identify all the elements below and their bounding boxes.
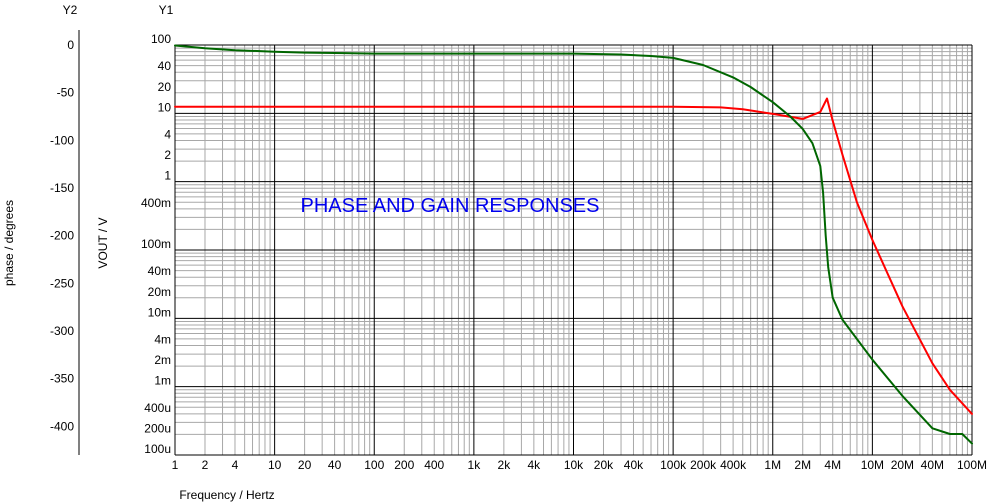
y1-tick-label: 4m bbox=[154, 333, 171, 347]
x-tick-label: 1k bbox=[468, 458, 482, 472]
y1-tick-label: 10 bbox=[158, 100, 172, 114]
x-tick-label: 100 bbox=[364, 458, 384, 472]
y1-tick-label: 100 bbox=[151, 32, 171, 46]
x-tick-label: 4 bbox=[232, 458, 239, 472]
y1-axis-title: VOUT / V bbox=[96, 217, 110, 268]
x-tick-label: 10 bbox=[268, 458, 282, 472]
x-tick-label: 20M bbox=[891, 458, 914, 472]
y1-tick-label: 2m bbox=[154, 353, 171, 367]
x-tick-label: 2 bbox=[202, 458, 209, 472]
x-tick-label: 40M bbox=[921, 458, 944, 472]
y1-tick-label: 100m bbox=[141, 237, 171, 251]
series-lines bbox=[174, 44, 973, 445]
y2-tick-label: 0 bbox=[67, 38, 74, 52]
x-tick-label: 4k bbox=[528, 458, 542, 472]
y2-tick-label: -350 bbox=[50, 372, 74, 386]
x-tick-label: 2k bbox=[498, 458, 512, 472]
y1-tick-label: 20m bbox=[148, 285, 171, 299]
x-tick-label: 40 bbox=[328, 458, 342, 472]
x-tick-label: 40k bbox=[624, 458, 644, 472]
x-tick-label: 4M bbox=[824, 458, 841, 472]
y1-tick-label: 20 bbox=[158, 80, 172, 94]
x-tick-label: 400 bbox=[424, 458, 444, 472]
x-tick-label: 400k bbox=[720, 458, 747, 472]
x-tick-label: 10k bbox=[564, 458, 584, 472]
x-tick-label: 100M bbox=[957, 458, 987, 472]
x-tick-label: 20k bbox=[594, 458, 614, 472]
tick-labels: 1 2 4 10 20 40 100 200 400 1k 2k 4k 10k 20k 40k 100k 200… bbox=[50, 32, 987, 472]
x-tick-label: 10M bbox=[861, 458, 884, 472]
x-tick-label: 20 bbox=[298, 458, 312, 472]
y1-axis-name: Y1 bbox=[159, 3, 174, 17]
y1-tick-label: 400m bbox=[141, 196, 171, 210]
y1-tick-label: 100u bbox=[144, 442, 171, 456]
y2-axis-name: Y2 bbox=[63, 3, 78, 17]
x-tick-label: 1M bbox=[764, 458, 781, 472]
x-axis-title: Frequency / Hertz bbox=[179, 488, 274, 502]
x-tick-label: 200k bbox=[690, 458, 717, 472]
y1-tick-label: 400u bbox=[144, 401, 171, 415]
y1-tick-label: 4 bbox=[164, 128, 171, 142]
gain-series-line bbox=[174, 97, 973, 415]
x-tick-label: 2M bbox=[794, 458, 811, 472]
y1-tick-label: 1m bbox=[154, 374, 171, 388]
y2-tick-label: -200 bbox=[50, 229, 74, 243]
y1-tick-label: 200u bbox=[144, 421, 171, 435]
phase-series-line bbox=[174, 44, 973, 445]
y2-tick-label: -50 bbox=[57, 86, 75, 100]
y2-tick-label: -250 bbox=[50, 276, 74, 290]
y2-tick-label: -400 bbox=[50, 419, 74, 433]
major-gridlines bbox=[78, 30, 973, 456]
y1-tick-label: 2 bbox=[164, 148, 171, 162]
x-tick-label: 1 bbox=[172, 458, 179, 472]
y2-tick-label: -300 bbox=[50, 324, 74, 338]
y2-tick-label: -100 bbox=[50, 133, 74, 147]
x-tick-label: 200 bbox=[394, 458, 414, 472]
y2-tick-label: -150 bbox=[50, 181, 74, 195]
chart-title: PHASE AND GAIN RESPONSES bbox=[301, 195, 600, 217]
y1-tick-label: 40 bbox=[158, 59, 172, 73]
y2-axis-title: phase / degrees bbox=[2, 200, 16, 286]
y1-tick-label: 1 bbox=[164, 169, 171, 183]
x-tick-label: 100k bbox=[660, 458, 687, 472]
y1-tick-label: 40m bbox=[148, 264, 171, 278]
y1-tick-label: 10m bbox=[148, 305, 171, 319]
